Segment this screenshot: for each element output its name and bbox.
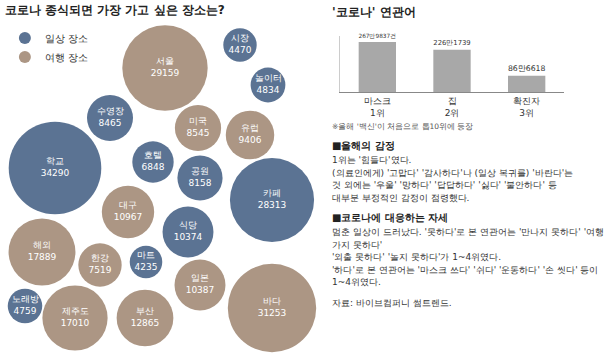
html-text:(의료인에게) '고맙다' '감사하다'나 (일상 복귀를): (의료인에게) '고맙다' '감사하다'나 (일상 복귀를) '바란다'는: [332, 167, 574, 178]
svg-text:일상 장소: 일상 장소: [45, 33, 88, 44]
svg-text:226만1739: 226만1739: [433, 39, 470, 47]
svg-text:한강7519: 한강7519: [89, 253, 112, 275]
svg-text:시장4470: 시장4470: [229, 33, 252, 55]
svg-text:267만9837건: 267만9837건: [358, 33, 396, 39]
html-text:■코로나에 대응하는 자세: ■코로나에 대응하는 자세: [332, 212, 449, 223]
svg-text:여행 장소: 여행 장소: [45, 52, 88, 63]
html-text:것 외에는 '우울' '망하다' '답답하다' '싫다' ': 것 외에는 '우울' '망하다' '답답하다' '싫다' '불안하다' 등: [332, 180, 557, 190]
svg-text:마트4235: 마트4235: [135, 250, 158, 272]
svg-text:노래방4759: 노래방4759: [12, 294, 39, 316]
html-text:'하다'로 본 연관어는 '마스크 쓰다' '쉬다' '운동: '하다'로 본 연관어는 '마스크 쓰다' '쉬다' '운동하다' '손 씻다'…: [332, 264, 599, 287]
svg-text:해외17889: 해외17889: [28, 240, 57, 262]
svg-text:바다31253: 바다31253: [258, 296, 287, 318]
svg-text:호텔6848: 호텔6848: [142, 150, 165, 172]
svg-text:식당10374: 식당10374: [174, 220, 203, 242]
html-text:※올해 '백신'이 처음으로 톱10위에 등장: ※올해 '백신'이 처음으로 톱10위에 등장: [332, 122, 474, 131]
html-text:대부분 부정적인 감정이 점령했다.: 대부분 부정적인 감정이 점령했다.: [332, 192, 470, 203]
svg-text:수영장8465: 수영장8465: [97, 106, 124, 128]
svg-text:학교34290: 학교34290: [41, 156, 70, 178]
html-text:'코로나' 연관어: '코로나' 연관어: [332, 5, 416, 19]
svg-text:카페28313: 카페28313: [258, 188, 287, 210]
html-text:멈춘 일상이 드러났다. '못하다'로 본 연관어는 '만나: 멈춘 일상이 드러났다. '못하다'로 본 연관어는 '만나지 못하다' '여행…: [332, 227, 605, 250]
svg-text:유럽9406: 유럽9406: [239, 123, 262, 145]
svg-text:공원8158: 공원8158: [189, 166, 212, 188]
svg-text:확진자3위: 확진자3위: [513, 96, 540, 118]
svg-text:부산12865: 부산12865: [131, 306, 160, 328]
svg-text:마스크1위: 마스크1위: [364, 96, 391, 118]
html-text:'외출 못하다' '놀지 못하다'가 1~4위였다.: '외출 못하다' '놀지 못하다'가 1~4위였다.: [332, 252, 502, 262]
svg-text:서울29159: 서울29159: [151, 56, 180, 78]
svg-text:집2위: 집2위: [445, 96, 460, 118]
svg-text:일본10387: 일본10387: [186, 273, 215, 295]
svg-text:제주도17010: 제주도17010: [61, 306, 90, 328]
html-text:■올해의 감정: ■올해의 감정: [332, 140, 395, 151]
html-text:1위는 '힘들다'였다.: 1위는 '힘들다'였다.: [332, 155, 412, 165]
svg-text:대구10967: 대구10967: [114, 200, 143, 222]
svg-text:코로나 종식되면 가장 가고 싶은 장소는?: 코로나 종식되면 가장 가고 싶은 장소는?: [5, 3, 225, 17]
svg-text:86만6618: 86만6618: [508, 64, 546, 73]
html-text:자료: 바이브컴퍼니 썸트렌드.: 자료: 바이브컴퍼니 썸트렌드.: [332, 297, 452, 308]
svg-text:놀이터4834: 놀이터4834: [255, 73, 282, 95]
svg-text:미국8545: 미국8545: [187, 116, 210, 138]
